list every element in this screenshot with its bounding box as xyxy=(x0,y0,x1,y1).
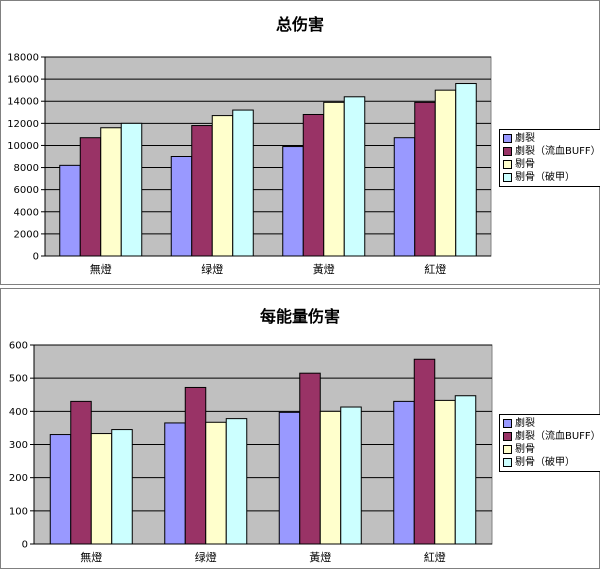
bar xyxy=(434,89,457,257)
bar xyxy=(299,372,321,545)
chart-damage-per-energy: 0 100 200 300 400 500 600 無燈 绿燈 黃燈 紅燈 xyxy=(9,341,493,564)
bar xyxy=(100,127,122,257)
bar xyxy=(184,386,207,545)
legend-label: 劇裂（流血BUFF） xyxy=(515,146,600,157)
legend-label: 劇裂（流血BUFF） xyxy=(515,431,600,442)
bar xyxy=(393,400,415,545)
bar xyxy=(211,115,234,257)
chart-legend: 劇裂 劇裂（流血BUFF） 剔骨 剔骨（破甲） xyxy=(499,414,600,472)
chart-title: 总伤害 xyxy=(275,15,324,34)
y-tick-label: 2000 xyxy=(14,229,39,240)
bar xyxy=(49,434,72,545)
legend-label: 剔骨（破甲） xyxy=(515,172,575,183)
bar xyxy=(319,410,342,545)
y-tick-label: 0 xyxy=(22,540,28,551)
bar xyxy=(455,83,477,257)
y-tick-label: 8000 xyxy=(14,163,39,174)
x-tick-label: 紅燈 xyxy=(424,262,446,276)
legend-item: 剔骨（破甲） xyxy=(503,171,600,184)
y-tick-label: 200 xyxy=(9,473,28,484)
bar xyxy=(323,101,345,257)
legend-swatch xyxy=(503,458,512,467)
bar xyxy=(393,137,416,257)
y-tick-label: 0 xyxy=(33,252,39,263)
legend-item: 劇裂（流血BUFF） xyxy=(503,430,600,443)
legend-swatch xyxy=(503,419,512,428)
legend-swatch xyxy=(503,147,512,156)
chart-title: 每能量伤害 xyxy=(259,307,340,326)
bar xyxy=(225,418,248,545)
bar xyxy=(191,125,213,257)
legend-item: 剔骨（破甲） xyxy=(503,456,600,469)
legend-swatch xyxy=(503,445,512,454)
y-tick-label: 100 xyxy=(9,506,28,517)
legend-item: 劇裂 xyxy=(503,417,600,430)
y-tick-label: 600 xyxy=(9,341,28,352)
y-tick-label: 12000 xyxy=(7,119,39,130)
legend-swatch xyxy=(503,173,512,182)
legend-item: 剔骨 xyxy=(503,443,600,456)
legend-label: 劇裂 xyxy=(515,418,535,429)
legend-swatch xyxy=(503,160,512,169)
bar xyxy=(302,113,325,257)
bar xyxy=(120,122,143,257)
y-tick-label: 18000 xyxy=(7,53,39,64)
legend-label: 剔骨（破甲） xyxy=(515,457,575,468)
legend-item: 劇裂（流血BUFF） xyxy=(503,145,600,158)
bar xyxy=(164,422,186,545)
legend-swatch xyxy=(503,432,512,441)
y-tick-label: 500 xyxy=(9,374,28,385)
y-tick-label: 6000 xyxy=(14,185,39,196)
x-tick-label: 無燈 xyxy=(90,262,112,276)
y-tick-label: 4000 xyxy=(14,207,39,218)
bar xyxy=(278,411,301,545)
bar xyxy=(413,358,436,545)
x-tick-label: 绿燈 xyxy=(195,550,217,564)
y-tick-label: 14000 xyxy=(7,97,39,108)
x-tick-label: 绿燈 xyxy=(201,262,223,276)
bar xyxy=(90,433,113,545)
bar xyxy=(340,406,362,545)
bar xyxy=(205,421,227,545)
x-tick-label: 無燈 xyxy=(80,550,102,564)
chart-panel-total-damage: 总伤害 0 2000 4000 6000 8000 10000 12000 14000 1600… xyxy=(0,0,600,285)
x-tick-label: 黃燈 xyxy=(309,550,331,564)
legend-item: 劇裂 xyxy=(503,132,600,145)
bar xyxy=(232,109,254,257)
y-tick-label: 16000 xyxy=(7,75,39,86)
legend-label: 剔骨 xyxy=(515,444,535,455)
bar xyxy=(434,399,456,545)
bar xyxy=(79,137,102,257)
x-tick-label: 紅燈 xyxy=(424,550,446,564)
bar xyxy=(111,429,133,545)
bar xyxy=(343,96,366,257)
y-tick-label: 10000 xyxy=(7,141,39,152)
y-tick-label: 400 xyxy=(9,407,28,418)
chart-legend: 劇裂 劇裂（流血BUFF） 剔骨 剔骨（破甲） xyxy=(499,129,600,187)
legend-item: 剔骨 xyxy=(503,158,600,171)
legend-label: 剔骨 xyxy=(515,159,535,170)
chart-total-damage: 0 2000 4000 6000 8000 10000 12000 14000 16000 180… xyxy=(7,53,492,276)
bar xyxy=(170,156,193,257)
y-tick-label: 300 xyxy=(9,440,28,451)
bar xyxy=(414,101,436,257)
bar xyxy=(454,395,477,545)
chart-panel-damage-per-energy: 每能量伤害 0 100 200 300 400 500 600 無燈 绿燈 黃燈 紅燈 劇裂 劇裂（… xyxy=(0,288,600,569)
legend-label: 劇裂 xyxy=(515,133,535,144)
bar xyxy=(282,146,304,257)
bar xyxy=(59,164,81,257)
bar xyxy=(70,400,92,545)
legend-swatch xyxy=(503,134,512,143)
x-tick-label: 黃燈 xyxy=(313,262,335,276)
